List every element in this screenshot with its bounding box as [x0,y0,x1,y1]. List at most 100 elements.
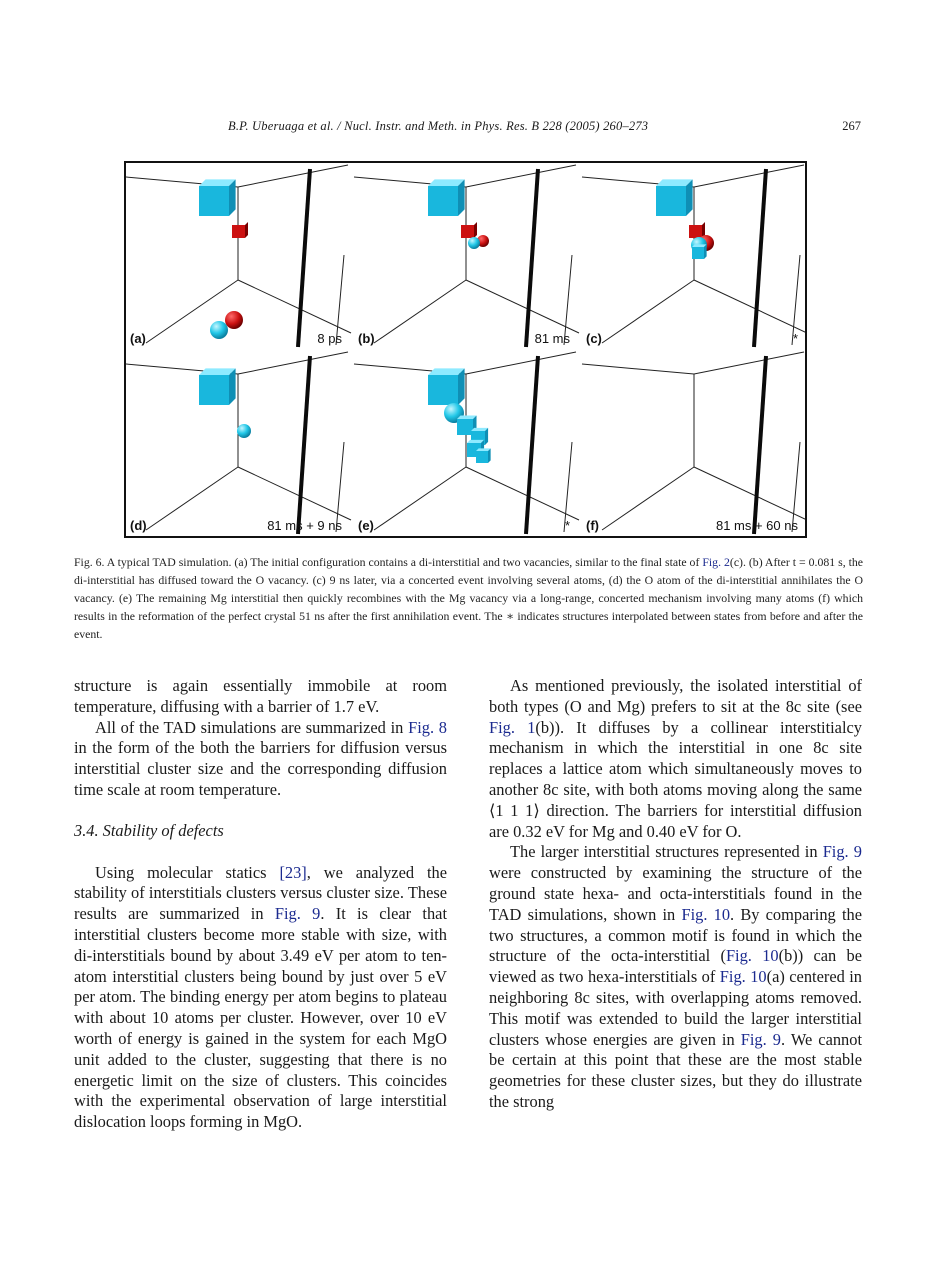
panel-label: (c) [586,331,602,346]
panel-time: 8 ps [317,331,342,346]
panel-label: (a) [130,331,146,346]
cube-side [474,222,477,238]
running-header: B.P. Uberuaga et al. / Nucl. Instr. and … [0,119,943,139]
edge-line [693,351,805,375]
right-column: As mentioned previously, the isolated in… [489,676,862,1113]
cube-top [428,368,465,375]
cube-top [476,448,491,451]
edge-line [145,466,239,531]
cube-top [457,415,477,419]
link-fig9-c[interactable]: Fig. 9 [740,1029,781,1049]
caption-text-1: A typical TAD simulation. (a) The initia… [106,555,700,569]
panel-label: (e) [358,518,374,533]
dislocation-line [524,168,540,348]
link-fig9-b[interactable]: Fig. 9 [822,842,862,862]
right-p2-text-c: . By comparing the two structures, a com… [489,904,862,966]
edge-line [335,254,345,346]
edge-line [237,466,352,521]
edge-line [601,466,695,531]
cube-top [467,439,485,443]
dislocation-line [296,355,312,535]
cube-side [245,222,248,238]
link-fig8[interactable]: Fig. 8 [408,717,447,737]
cube-top [471,427,489,431]
vacancy-o-cube [232,222,248,238]
panel-time: 81 ms + 9 ns [267,518,342,533]
left-paragraph-2: All of the TAD simulations are summarize… [74,718,447,801]
left-p3-text-a: Using molecular statics [95,862,267,882]
edge-line [693,466,805,520]
cube-front [692,247,704,259]
caption-link-fig2[interactable]: Fig. 2 [702,555,730,569]
right-p2-text-f: . We cannot be certain at this point tha… [489,1029,862,1111]
edge-line [237,164,349,188]
edge-line [465,279,580,334]
vacancy-mg-cube [199,179,236,216]
link-fig10-c[interactable]: Fig. 10 [719,967,767,987]
page-number: 267 [842,119,861,133]
dislocation-line [752,355,768,535]
panel-a: (a) 8 ps [126,164,352,348]
left-paragraph-3: Using molecular statics [23], we analyze… [74,863,447,1133]
edge-line [791,441,801,533]
cube-side [229,179,236,216]
panel-label: (b) [358,331,375,346]
cube-front [199,186,229,216]
caption-paragraph: Fig. 6. A typical TAD simulation. (a) Th… [74,553,863,643]
caption-label: Fig. 6. [74,555,105,569]
figure-caption: Fig. 6. A typical TAD simulation. (a) Th… [74,553,863,643]
right-p1-text-a: As mentioned previously, the isolated in… [489,676,862,716]
edge-line [465,164,577,188]
link-fig9[interactable]: Fig. 9 [274,904,321,924]
interstitial-o-atom [225,311,243,329]
dislocation-line [752,168,768,348]
link-fig10-b[interactable]: Fig. 10 [725,946,779,966]
cube-top [656,179,693,186]
running-title: B.P. Uberuaga et al. / Nucl. Instr. and … [228,119,649,133]
cube-side [229,368,236,405]
cube-front [461,225,474,238]
dislocation-line [296,168,312,348]
edge-line [693,164,805,188]
panel-time: * [793,331,798,346]
caption-text-2: (c). (b) After t = 0.081 s, the di-inter… [74,555,864,641]
link-ref-23[interactable]: [23] [279,862,307,882]
panel-f: (f) 81 ms + 60 ns [581,351,805,535]
left-p2-text-b: in the form of the both the barriers for… [74,738,447,799]
vacancy-mg-cube [428,179,465,216]
panel-d: (d) 81 ms + 9 ns [126,351,352,535]
cube-front [428,375,458,405]
right-p2-text-d: (b)) can be viewed as two hexa-interstit… [489,946,863,987]
right-p2-text-a: The larger interstitial structures repre… [510,842,818,862]
panel-time: * [565,518,570,533]
link-fig10[interactable]: Fig. 10 [681,904,731,924]
cube-side [488,448,491,463]
edge-line [791,254,801,346]
cube-top [199,368,236,375]
cube-front [457,419,473,435]
moving-mg-cube [692,244,707,259]
vacancy-mg-cube [199,368,236,405]
panel-time: 81 ms + 60 ns [716,518,799,533]
edge-line [237,279,352,334]
edge-line [601,279,695,344]
edge-line [563,441,573,533]
panel-b: (b) 81 ms [353,164,580,348]
edge-line [563,254,573,346]
vacancy-mg-cube [656,179,693,216]
right-p1-text-b: (b)). It diffuses by a collinear interst… [489,717,862,841]
link-fig1[interactable]: Fig. 1 [489,717,536,737]
interstitial-o-atom [477,235,489,247]
left-column: structure is again essentially immobile … [74,676,447,1133]
panel-time: 81 ms [535,331,571,346]
cube-side [702,222,705,238]
cube-top [428,179,465,186]
cube-front [428,186,458,216]
section-heading: 3.4. Stability of defects [74,820,224,840]
chain-cube [476,448,491,463]
cube-front [476,451,488,463]
panel-e: (e) * [353,351,580,535]
interstitial-mg-atom [210,321,228,339]
figure-6: (a) 8 ps (b) 81 ms (c) * (d) 81 ms + 9 ns (e) * (f… [124,161,807,538]
cube-front [689,225,702,238]
